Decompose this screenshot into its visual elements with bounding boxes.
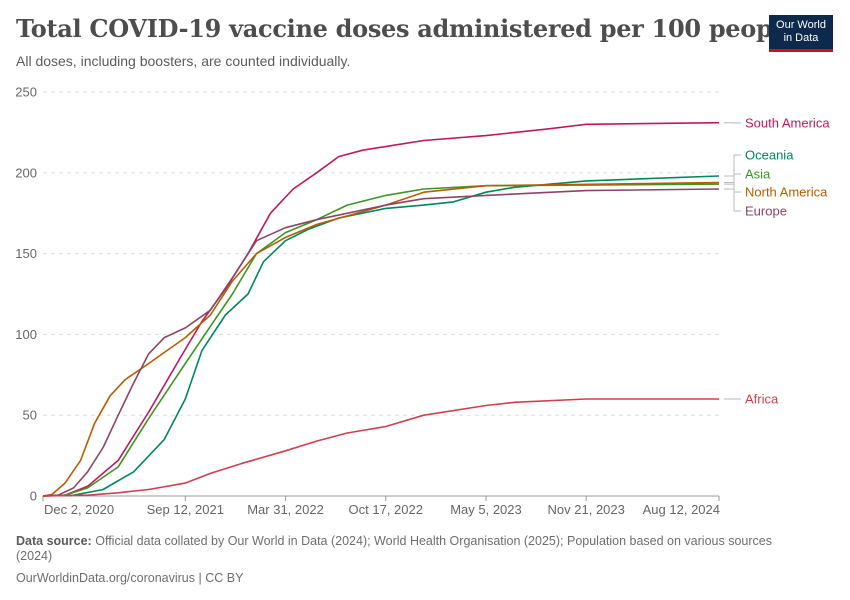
y-tick-label: 0 <box>30 489 37 504</box>
data-source-label: Data source: <box>16 534 92 548</box>
series-line <box>42 398 719 497</box>
series-label: South America <box>745 116 830 131</box>
data-source: Data source: Official data collated by O… <box>16 534 806 564</box>
footer-url[interactable]: OurWorldinData.org/coronavirus | CC BY <box>16 571 244 585</box>
logo-line-1: Our World <box>776 19 826 31</box>
chart-title: Total COVID-19 vaccine doses administere… <box>16 14 797 43</box>
series-label-connector <box>724 154 741 177</box>
owid-logo[interactable]: Our World in Data <box>769 15 833 52</box>
series-line <box>42 175 720 497</box>
series-label: Africa <box>745 392 779 407</box>
x-tick-label: Sep 12, 2021 <box>147 502 224 517</box>
series-label: North America <box>745 185 828 200</box>
series-label-connector <box>724 188 741 212</box>
y-tick-label: 150 <box>15 246 37 261</box>
series-label: Asia <box>745 167 771 182</box>
series-label: Oceania <box>745 148 794 163</box>
y-tick-label: 200 <box>15 165 37 180</box>
series-line <box>42 183 720 497</box>
y-tick-label: 250 <box>15 85 37 100</box>
series-label-connector <box>724 173 741 185</box>
x-tick-label: Dec 2, 2020 <box>44 502 114 517</box>
x-tick-label: May 5, 2023 <box>450 502 522 517</box>
y-tick-label: 50 <box>23 408 37 423</box>
logo-line-2: in Data <box>783 32 819 44</box>
x-tick-label: Nov 21, 2023 <box>548 502 625 517</box>
data-source-text: Official data collated by Our World in D… <box>16 534 772 563</box>
chart-subtitle: All doses, including boosters, are count… <box>16 53 351 69</box>
y-tick-label: 100 <box>15 327 37 342</box>
series-line <box>42 121 720 497</box>
x-tick-label: Mar 31, 2022 <box>247 502 324 517</box>
x-tick-label: Oct 17, 2022 <box>349 502 423 517</box>
series-label-connector <box>724 181 741 193</box>
series-line <box>42 188 720 497</box>
x-tick-label: Aug 12, 2024 <box>643 502 720 517</box>
series-label: Europe <box>745 204 787 219</box>
series-line <box>42 181 720 497</box>
